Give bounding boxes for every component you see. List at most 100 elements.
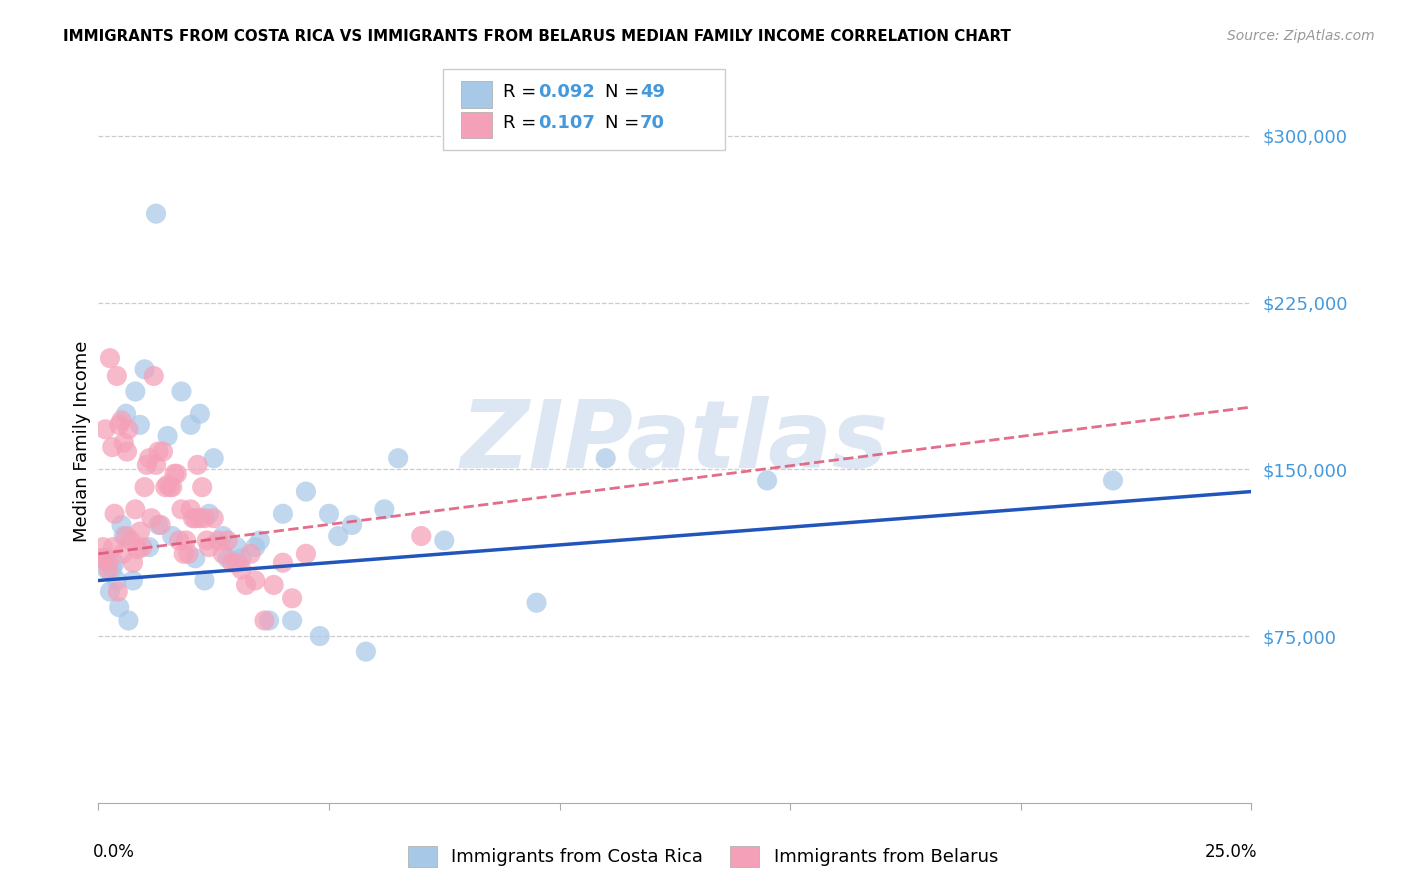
- Point: [411, 529, 433, 543]
- Point: [181, 511, 204, 525]
- Legend: Immigrants from Costa Rica, Immigrants from Belarus: Immigrants from Costa Rica, Immigrants f…: [399, 837, 1007, 876]
- Point: [253, 614, 276, 628]
- Point: [225, 540, 247, 554]
- Point: [212, 529, 235, 543]
- Point: [281, 591, 304, 606]
- Text: Source: ZipAtlas.com: Source: ZipAtlas.com: [1227, 29, 1375, 43]
- Point: [295, 484, 318, 499]
- Point: [387, 451, 409, 466]
- Point: [122, 574, 145, 588]
- Point: [124, 502, 146, 516]
- Point: [108, 417, 131, 432]
- Point: [129, 417, 152, 432]
- Point: [340, 517, 363, 532]
- Point: [149, 517, 172, 532]
- Point: [281, 614, 304, 628]
- Point: [160, 480, 183, 494]
- Point: [91, 540, 114, 554]
- Point: [235, 578, 257, 592]
- Point: [101, 562, 124, 576]
- Point: [373, 502, 395, 516]
- Point: [193, 574, 215, 588]
- Point: [318, 507, 340, 521]
- Point: [245, 574, 267, 588]
- Text: ZIPatlas: ZIPatlas: [461, 395, 889, 488]
- Point: [129, 524, 152, 539]
- Point: [198, 507, 221, 521]
- Point: [145, 458, 167, 472]
- Point: [202, 511, 225, 525]
- Point: [97, 556, 120, 570]
- Point: [188, 511, 211, 525]
- Point: [120, 533, 142, 548]
- Point: [263, 578, 285, 592]
- Point: [217, 533, 239, 548]
- Point: [111, 547, 134, 561]
- Point: [328, 529, 350, 543]
- Point: [187, 458, 209, 472]
- Point: [101, 440, 124, 454]
- Point: [131, 540, 153, 554]
- Point: [117, 422, 139, 436]
- Point: [142, 368, 165, 383]
- Point: [167, 533, 190, 548]
- Point: [115, 444, 138, 458]
- Point: [184, 551, 207, 566]
- Point: [160, 529, 183, 543]
- Point: [148, 517, 170, 532]
- Point: [202, 451, 225, 466]
- Point: [134, 362, 156, 376]
- Point: [103, 507, 125, 521]
- Text: 0.0%: 0.0%: [93, 843, 135, 861]
- Point: [433, 533, 456, 548]
- Point: [138, 451, 160, 466]
- Text: 49: 49: [640, 83, 665, 101]
- Point: [212, 547, 235, 561]
- Point: [156, 478, 179, 492]
- Point: [177, 547, 200, 561]
- Point: [207, 533, 229, 548]
- Point: [217, 551, 239, 566]
- Point: [98, 351, 121, 366]
- Point: [271, 556, 294, 570]
- Point: [91, 551, 114, 566]
- Text: 0.107: 0.107: [538, 114, 595, 132]
- Point: [1102, 474, 1125, 488]
- Point: [127, 542, 149, 557]
- Point: [170, 502, 193, 516]
- Point: [195, 533, 218, 548]
- Text: R =: R =: [503, 114, 543, 132]
- Point: [101, 540, 124, 554]
- Point: [174, 533, 197, 548]
- Point: [188, 407, 211, 421]
- Text: IMMIGRANTS FROM COSTA RICA VS IMMIGRANTS FROM BELARUS MEDIAN FAMILY INCOME CORRE: IMMIGRANTS FROM COSTA RICA VS IMMIGRANTS…: [63, 29, 1011, 44]
- Point: [155, 480, 177, 494]
- Point: [180, 417, 202, 432]
- Point: [225, 556, 247, 570]
- Point: [145, 207, 167, 221]
- Point: [117, 614, 139, 628]
- Point: [180, 502, 202, 516]
- Point: [93, 551, 115, 566]
- Point: [156, 429, 179, 443]
- Point: [112, 529, 135, 543]
- Point: [193, 511, 215, 525]
- Point: [239, 547, 262, 561]
- Text: N =: N =: [605, 83, 644, 101]
- Point: [221, 556, 243, 570]
- Point: [108, 600, 131, 615]
- Point: [249, 533, 271, 548]
- Point: [271, 507, 294, 521]
- Point: [105, 368, 128, 383]
- Point: [110, 413, 132, 427]
- Point: [245, 540, 267, 554]
- Point: [122, 556, 145, 570]
- Point: [152, 444, 174, 458]
- Point: [526, 596, 548, 610]
- Point: [166, 467, 188, 481]
- Point: [257, 614, 280, 628]
- Point: [148, 444, 170, 458]
- Point: [94, 551, 117, 566]
- Point: [94, 422, 117, 436]
- Point: [112, 435, 135, 450]
